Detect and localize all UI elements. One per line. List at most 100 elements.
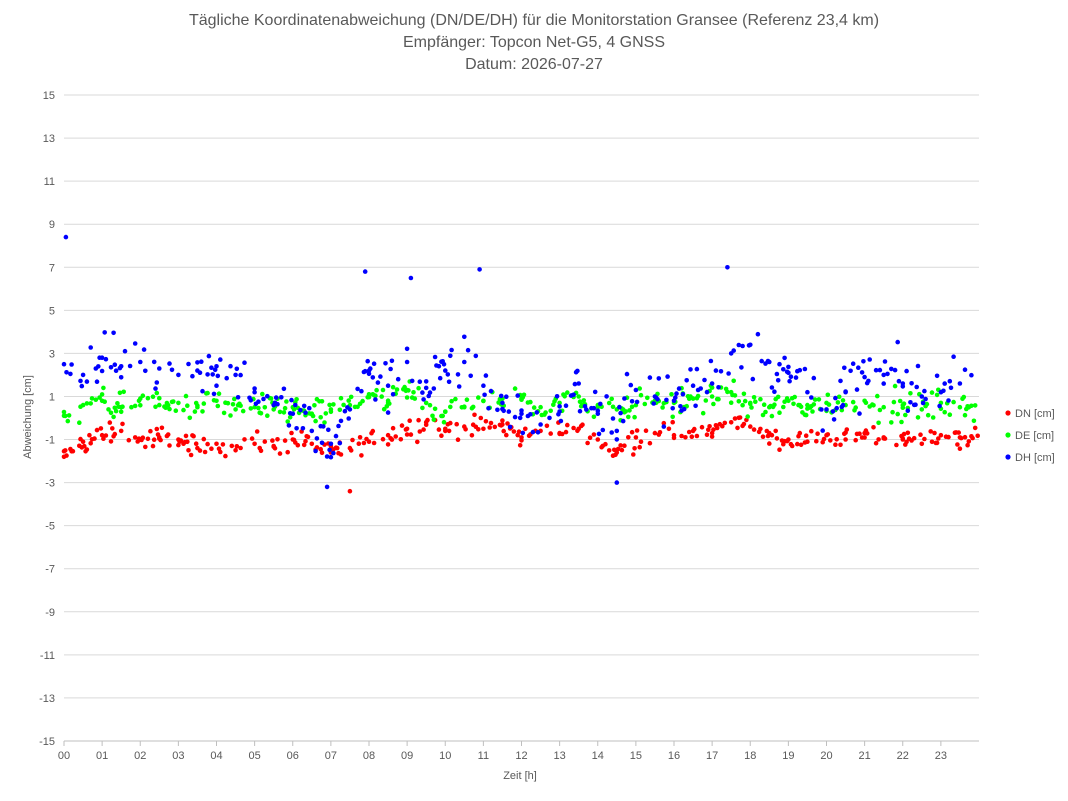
legend-marker <box>1005 454 1011 460</box>
data-point <box>732 393 738 398</box>
data-point <box>421 397 426 402</box>
data-point <box>195 404 200 410</box>
data-point <box>638 439 644 445</box>
data-point <box>293 402 298 408</box>
data-point <box>767 430 772 436</box>
data-point <box>157 435 162 440</box>
data-point <box>530 429 536 435</box>
data-point <box>767 359 772 365</box>
data-point <box>233 372 238 378</box>
y-tick-label: -15 <box>39 736 55 748</box>
data-point <box>824 407 829 412</box>
data-point <box>449 398 454 404</box>
data-point <box>557 400 562 406</box>
data-point <box>99 392 105 397</box>
data-point <box>632 414 637 420</box>
data-point <box>214 383 219 389</box>
data-point <box>740 343 745 349</box>
data-point <box>488 388 494 394</box>
data-point <box>957 446 963 452</box>
data-point <box>698 386 703 391</box>
data-point <box>233 407 238 412</box>
data-point <box>805 389 810 395</box>
data-point <box>669 392 674 397</box>
x-tick-label: 23 <box>935 750 947 762</box>
data-point <box>346 416 352 421</box>
data-point <box>294 397 299 402</box>
data-point <box>690 383 696 389</box>
data-point <box>409 378 415 384</box>
data-point <box>728 420 734 425</box>
data-point <box>443 409 448 414</box>
data-point <box>431 386 437 391</box>
legend-label: DN [cm] <box>1015 408 1055 420</box>
data-point <box>637 386 642 391</box>
data-point <box>412 396 418 401</box>
data-point <box>922 388 927 394</box>
data-point <box>895 411 900 417</box>
data-point <box>596 431 602 437</box>
x-tick-label: 01 <box>96 750 108 762</box>
data-point <box>617 404 622 410</box>
data-point <box>951 354 956 360</box>
data-point <box>221 410 227 416</box>
data-point <box>512 386 518 391</box>
data-point <box>430 413 435 419</box>
data-point <box>319 450 325 456</box>
data-point <box>476 395 481 400</box>
data-point <box>517 415 523 421</box>
data-point <box>773 428 778 434</box>
data-point <box>290 411 296 417</box>
data-point <box>118 364 124 369</box>
data-point <box>407 418 413 424</box>
data-point <box>281 410 287 415</box>
data-point <box>195 360 200 365</box>
data-point <box>88 441 93 446</box>
data-point <box>609 396 614 402</box>
data-point <box>348 394 354 400</box>
x-tick-label: 12 <box>515 750 527 762</box>
data-point <box>102 330 107 335</box>
data-point <box>626 414 631 420</box>
data-point <box>751 427 757 432</box>
data-point <box>342 408 348 414</box>
data-point <box>897 398 903 404</box>
data-point <box>229 443 235 449</box>
data-point <box>455 437 461 443</box>
data-point <box>66 413 72 418</box>
y-tick-label: -3 <box>45 478 55 490</box>
y-axis-title: Abweichung [cm] <box>22 375 34 459</box>
data-point <box>380 436 386 442</box>
data-point <box>803 412 809 418</box>
data-point <box>736 342 742 348</box>
data-point <box>666 426 672 432</box>
data-point <box>629 399 635 404</box>
data-point <box>786 370 791 376</box>
data-point <box>504 394 509 400</box>
data-point <box>665 374 670 379</box>
data-point <box>446 428 452 434</box>
data-point <box>651 401 656 406</box>
data-point <box>581 398 587 403</box>
legend-label: DH [cm] <box>1015 452 1055 464</box>
data-point <box>70 448 76 454</box>
data-point <box>97 395 102 400</box>
data-point <box>195 368 200 373</box>
data-point <box>361 440 367 446</box>
x-tick-label: 20 <box>820 750 832 762</box>
data-point <box>88 401 93 406</box>
data-point <box>265 393 270 399</box>
data-point <box>576 426 581 432</box>
data-point <box>242 360 247 366</box>
data-point <box>449 347 454 353</box>
data-point <box>465 347 471 353</box>
data-point <box>371 440 377 446</box>
data-point <box>385 432 391 438</box>
data-point <box>620 418 626 424</box>
data-point <box>505 421 510 426</box>
y-tick-label: 13 <box>43 133 55 145</box>
data-point <box>404 432 410 437</box>
data-point <box>969 372 974 378</box>
data-point <box>129 404 134 410</box>
data-point <box>482 392 487 398</box>
